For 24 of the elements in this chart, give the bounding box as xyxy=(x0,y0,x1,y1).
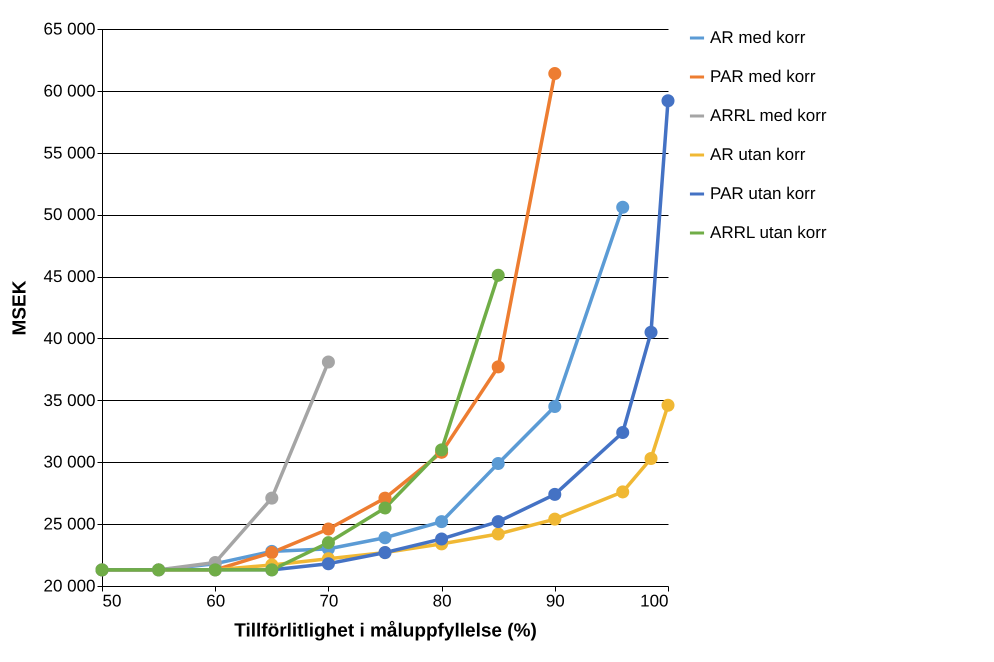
legend-label: ARRL utan korr xyxy=(710,223,827,242)
y-tick-label: 60 000 xyxy=(44,81,96,100)
y-tick-label: 45 000 xyxy=(44,267,96,286)
y-tick-label: 35 000 xyxy=(44,390,96,410)
y-tick-label: 30 000 xyxy=(44,452,96,472)
y-tick-label: 40 000 xyxy=(44,328,96,348)
legend-label: AR utan korr xyxy=(710,145,806,164)
y-tick-label: 20 000 xyxy=(44,576,96,596)
y-tick-label: 65 000 xyxy=(44,20,96,38)
legend-label: PAR utan korr xyxy=(710,184,816,203)
x-tick-label: 60 xyxy=(206,592,226,610)
y-tick-label: 55 000 xyxy=(44,143,96,162)
y-axis-title: MSEK xyxy=(10,280,31,336)
y-tick-label: 25 000 xyxy=(44,514,96,534)
x-tick-label: 50 xyxy=(102,592,122,610)
x-tick-label: 80 xyxy=(432,592,452,610)
x-axis-title: Tillförlitlighet i måluppfyllelse (%) xyxy=(234,620,537,642)
legend-label: PAR med korr xyxy=(710,67,816,86)
x-tick-label: 100 xyxy=(640,592,668,610)
x-tick-label: 90 xyxy=(546,592,565,610)
y-tick-label: 50 000 xyxy=(44,205,96,224)
legend-label: ARRL med korr xyxy=(710,106,827,125)
legend-label: AR med korr xyxy=(710,28,806,47)
x-tick-label: 70 xyxy=(319,592,338,610)
